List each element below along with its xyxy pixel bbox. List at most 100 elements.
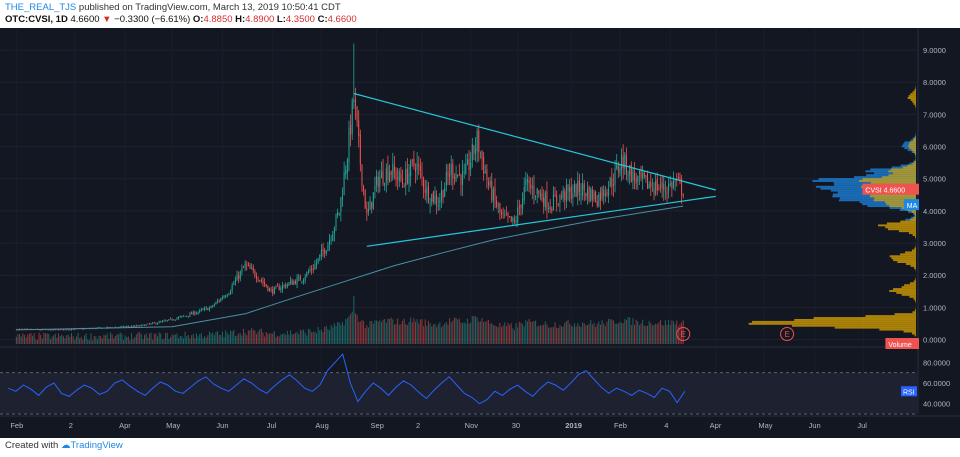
- volume-bar: [184, 331, 186, 344]
- candle-body: [249, 265, 251, 269]
- volume-profile-bar: [909, 295, 916, 298]
- volume-bar: [327, 329, 329, 344]
- volume-bar: [233, 329, 235, 344]
- volume-profile-bar: [915, 153, 916, 155]
- volume-bar: [169, 337, 172, 344]
- candle-body: [142, 324, 144, 326]
- volume-profile-bar: [914, 212, 916, 215]
- volume-bar: [413, 318, 415, 344]
- volume-bar: [523, 326, 525, 344]
- volume-bar: [548, 327, 550, 344]
- candle-body: [582, 183, 584, 196]
- volume-profile-bar: [873, 199, 916, 202]
- volume-bar: [150, 332, 152, 344]
- price-tick-label: 2.0000: [923, 271, 946, 280]
- volume-bar: [131, 333, 133, 344]
- volume-bar: [195, 333, 197, 344]
- volume-bar: [604, 326, 606, 344]
- candle-body: [372, 192, 374, 210]
- candle-body: [583, 182, 585, 191]
- candle-body: [213, 304, 215, 307]
- volume-bar: [142, 339, 144, 344]
- candle-body: [72, 329, 74, 330]
- volume-bar: [64, 338, 66, 344]
- volume-bar: [155, 333, 157, 344]
- volume-bar: [606, 321, 608, 344]
- price-tick-label: 5.0000: [923, 175, 946, 184]
- tradingview-link[interactable]: TradingView: [70, 440, 123, 451]
- volume-profile-bar: [874, 197, 916, 200]
- price-tick-label: 3.0000: [923, 239, 946, 248]
- volume-bar: [619, 321, 621, 344]
- volume-bar: [93, 336, 95, 344]
- candle-body: [577, 180, 579, 196]
- price-tick-label: 6.0000: [923, 143, 946, 152]
- volume-profile-bar: [907, 97, 916, 99]
- candle-body: [135, 325, 137, 327]
- candle-body: [622, 156, 624, 168]
- volume-bar: [268, 333, 270, 344]
- volume-bar: [228, 334, 230, 344]
- candle-body: [423, 178, 425, 189]
- candle-body: [478, 130, 480, 153]
- volume-bar: [452, 320, 454, 344]
- upper-trendline: [353, 92, 716, 191]
- volume-bar: [351, 311, 353, 344]
- candle-body: [585, 193, 587, 197]
- candle-body: [655, 180, 657, 195]
- author-link[interactable]: THE_REAL_TJS: [5, 2, 77, 13]
- volume-bar: [176, 333, 178, 344]
- lower-trendline: [366, 195, 716, 247]
- volume-bar: [239, 333, 241, 344]
- volume-bar: [230, 330, 232, 344]
- volume-bar: [543, 324, 545, 344]
- volume-bar: [160, 333, 162, 344]
- candle-body: [182, 315, 184, 317]
- volume-bar: [346, 318, 348, 344]
- candle-body: [254, 271, 256, 277]
- candle-body: [275, 286, 277, 288]
- candle-body: [345, 169, 347, 175]
- candle-body: [168, 319, 170, 321]
- candle-body: [470, 162, 472, 170]
- volume-bar: [152, 339, 154, 344]
- ma-badge: MA: [907, 203, 918, 210]
- candle-body: [638, 171, 640, 175]
- candle-body: [346, 159, 348, 174]
- volume-bar: [651, 325, 653, 344]
- volume-bar: [103, 334, 105, 344]
- volume-profile-bar: [912, 162, 916, 165]
- volume-bar: [629, 317, 631, 344]
- time-tick-label: Sep: [371, 421, 384, 430]
- volume-bar: [340, 324, 342, 344]
- chart-header: THE_REAL_TJS published on TradingView.co…: [0, 0, 960, 28]
- volume-bar: [549, 327, 551, 344]
- candle-body: [358, 120, 360, 136]
- rsi-band: [0, 372, 918, 414]
- volume-profile-bar: [914, 247, 916, 250]
- volume-bar: [20, 336, 22, 344]
- volume-bar: [361, 320, 363, 344]
- volume-bar: [447, 324, 449, 344]
- candle-body: [126, 326, 128, 328]
- candle-body: [351, 100, 353, 134]
- volume-profile-bar: [915, 87, 916, 90]
- candle-body: [197, 311, 199, 314]
- volume-bar: [379, 320, 381, 344]
- moving-average-line: [16, 205, 684, 331]
- volume-bar: [608, 318, 610, 344]
- volume-profile-bar: [914, 235, 916, 238]
- price-chart[interactable]: 9.0000 8.0000 7.0000 6.0000 5.0000 4.0000 3.00…: [0, 28, 960, 438]
- earnings-marker: [780, 327, 795, 341]
- price-tick-label: 4.0000: [923, 207, 946, 216]
- candle-body: [390, 171, 392, 175]
- volume-bar: [72, 336, 74, 344]
- volume-bar: [181, 336, 183, 344]
- candle-body: [512, 217, 514, 222]
- volume-bar: [317, 327, 319, 344]
- candle-body: [234, 280, 236, 284]
- volume-profile-bar: [907, 164, 916, 167]
- volume-bar: [436, 327, 438, 344]
- candle-body: [338, 212, 340, 214]
- volume-bar: [507, 322, 509, 344]
